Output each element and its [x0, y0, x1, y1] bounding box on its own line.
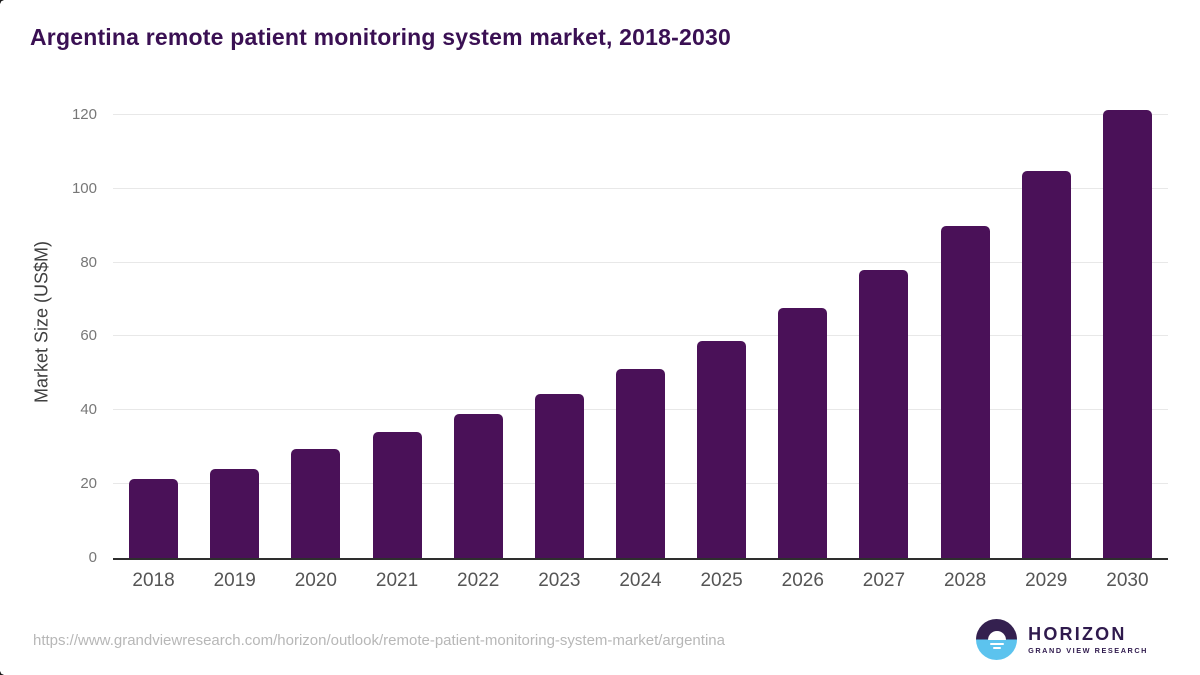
x-tick-label-2026: 2026 — [781, 570, 824, 591]
y-tick-label-20: 20 — [80, 475, 97, 493]
bar-2023 — [534, 394, 584, 558]
plot-area — [113, 100, 1168, 560]
bar-2026 — [778, 307, 828, 558]
y-tick-label-0: 0 — [88, 549, 97, 566]
bar-2021 — [372, 432, 422, 558]
bar-2030 — [1102, 109, 1152, 558]
sun-reflection-line-icon — [992, 647, 1001, 650]
sun-reflection-line-icon — [989, 642, 1004, 645]
y-tick-label-60: 60 — [80, 327, 97, 345]
y-tick-label-100: 100 — [71, 179, 97, 197]
bar-2019 — [210, 469, 260, 558]
bar-2020 — [291, 449, 341, 558]
bar-2018 — [129, 478, 179, 558]
x-tick-label-2018: 2018 — [132, 570, 175, 591]
y-axis-tick-labels: 0 20 40 60 80 100 120 — [0, 100, 97, 566]
bar-2029 — [1021, 170, 1071, 558]
x-tick-label-2027: 2027 — [862, 570, 906, 591]
y-tick-label-40: 40 — [80, 401, 97, 419]
y-tick-label-80: 80 — [80, 253, 97, 271]
screenshot-corner-artifact — [0, 0, 5, 5]
bar-2028 — [940, 225, 990, 558]
bar-2022 — [453, 413, 503, 558]
horizon-sun-icon — [976, 619, 1018, 660]
gridline-120 — [113, 113, 1168, 115]
sun-dome-icon — [987, 630, 1006, 640]
x-tick-label-2025: 2025 — [700, 570, 743, 591]
x-tick-label-2021: 2021 — [375, 570, 419, 591]
horizon-logo: HORIZON GRAND VIEW RESEARCH — [976, 619, 1148, 660]
bar-2024 — [616, 369, 665, 558]
x-tick-label-2024: 2024 — [619, 570, 662, 591]
x-tick-label-2019: 2019 — [213, 570, 256, 591]
bar-2027 — [859, 270, 909, 558]
gridline-100 — [113, 187, 1168, 189]
grand-view-research-tagline: GRAND VIEW RESEARCH — [1028, 645, 1148, 655]
x-tick-label-2022: 2022 — [457, 570, 500, 591]
x-tick-label-2030: 2030 — [1106, 570, 1149, 591]
screenshot-corner-artifact — [0, 670, 5, 675]
gridline-60 — [113, 335, 1168, 337]
bar-2025 — [697, 341, 747, 558]
horizon-wordmark: HORIZON — [1028, 623, 1127, 644]
y-tick-label-120: 120 — [71, 105, 97, 123]
x-tick-label-2020: 2020 — [294, 570, 337, 591]
x-axis-tick-labels: 2018 2019 2020 2021 2022 2023 2024 2025 2026 2027… — [113, 570, 1168, 596]
x-tick-label-2023: 2023 — [538, 570, 581, 591]
chart-title: Argentina remote patient monitoring syst… — [30, 24, 731, 50]
gridline-80 — [113, 261, 1168, 263]
x-tick-label-2029: 2029 — [1025, 570, 1068, 591]
logo-text: HORIZON GRAND VIEW RESEARCH — [1028, 625, 1148, 655]
x-tick-label-2028: 2028 — [943, 570, 987, 591]
source-url: https://www.grandviewresearch.com/horizo… — [33, 632, 725, 649]
